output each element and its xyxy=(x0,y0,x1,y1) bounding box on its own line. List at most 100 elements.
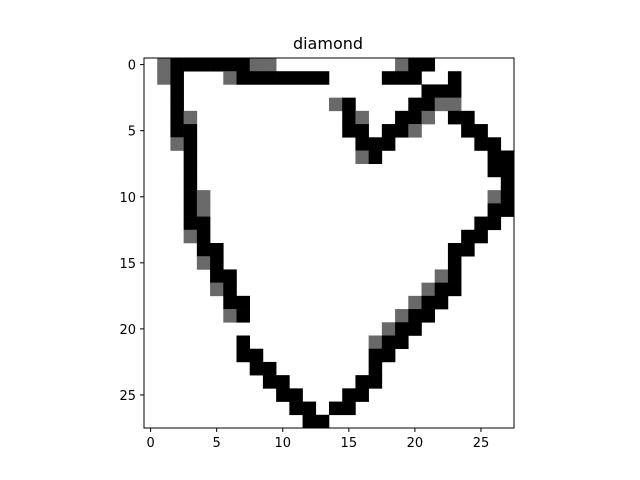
pixel-cell xyxy=(408,124,422,138)
pixel-cell xyxy=(474,229,488,244)
x-tick-label: 10 xyxy=(274,436,291,451)
y-tick-label: 10 xyxy=(119,191,136,206)
pixel-cell xyxy=(170,58,184,72)
pixel-cell xyxy=(368,335,383,350)
pixel-cell xyxy=(447,243,462,257)
pixel-cell xyxy=(447,84,462,98)
pixel-cell xyxy=(170,137,184,151)
axes-frame xyxy=(143,57,515,429)
pixel-cell xyxy=(170,110,184,125)
pixel-cell xyxy=(315,414,330,429)
pixel-cell xyxy=(183,203,198,217)
pixel-cell xyxy=(434,282,449,297)
pixel-cell xyxy=(170,97,184,112)
pixel-cell xyxy=(223,295,237,310)
pixel-cell xyxy=(408,58,422,72)
pixel-cell xyxy=(183,163,198,178)
y-tick-label: 20 xyxy=(119,323,136,338)
pixel-cell xyxy=(434,97,449,112)
pixel-cell xyxy=(474,124,488,138)
pixel-cell xyxy=(236,309,251,323)
pixel-cell xyxy=(262,58,277,72)
pixel-cell xyxy=(461,110,475,125)
pixel-cell xyxy=(223,58,237,72)
pixel-cell xyxy=(210,58,224,72)
y-tick-label: 25 xyxy=(119,389,136,404)
pixel-cell xyxy=(447,71,462,85)
pixel-cell xyxy=(421,295,436,310)
pixel-cell xyxy=(196,58,211,72)
pixel-cell xyxy=(196,203,211,217)
pixel-cell xyxy=(395,322,409,336)
pixel-cell xyxy=(447,282,462,297)
pixel-cell xyxy=(236,335,251,350)
pixel-cell xyxy=(223,282,237,297)
pixel-cell xyxy=(408,110,422,125)
pixel-cell xyxy=(236,71,251,85)
pixel-cell xyxy=(487,203,502,217)
pixel-cell xyxy=(196,256,211,270)
pixel-cell xyxy=(249,71,264,85)
pixel-cell xyxy=(170,84,184,98)
pixel-cell xyxy=(395,110,409,125)
pixel-cell xyxy=(289,401,303,416)
pixel-cell xyxy=(355,137,369,151)
pixel-cell xyxy=(329,401,343,416)
pixel-cell xyxy=(236,348,251,363)
pixel-cell xyxy=(183,124,198,138)
pixel-cell xyxy=(395,124,409,138)
pixel-cell xyxy=(500,150,515,165)
pixel-cell xyxy=(408,322,422,336)
pixel-cell xyxy=(183,216,198,231)
pixel-cell xyxy=(183,190,198,204)
pixel-cell xyxy=(474,137,488,151)
pixel-cell xyxy=(500,176,515,191)
pixel-cell xyxy=(408,71,422,85)
x-tick-label: 0 xyxy=(146,436,154,451)
pixel-cell xyxy=(421,110,436,125)
pixel-cell xyxy=(355,110,369,125)
pixel-cell xyxy=(249,348,264,363)
pixel-cell xyxy=(381,322,396,336)
pixel-cell xyxy=(342,388,356,402)
pixel-cell xyxy=(500,203,515,217)
pixel-cell xyxy=(395,58,409,72)
pixel-cell xyxy=(447,110,462,125)
pixel-cell xyxy=(487,150,502,165)
pixel-cell xyxy=(262,361,277,376)
pixel-cell xyxy=(368,348,383,363)
pixel-cell xyxy=(395,335,409,350)
pixel-cell xyxy=(236,295,251,310)
pixel-cell xyxy=(170,71,184,85)
pixel-cell xyxy=(461,229,475,244)
pixel-cell xyxy=(447,256,462,270)
pixel-cell xyxy=(302,71,317,85)
pixel-cell xyxy=(408,309,422,323)
pixel-cell xyxy=(157,58,171,72)
pixel-cell xyxy=(276,71,290,85)
pixel-cell xyxy=(421,97,436,112)
pixel-cell xyxy=(262,375,277,389)
pixel-cell xyxy=(262,71,277,85)
pixel-cell xyxy=(289,388,303,402)
pixel-cell xyxy=(395,309,409,323)
y-tick-label: 0 xyxy=(128,59,136,74)
pixel-cell xyxy=(196,229,211,244)
pixel-cell xyxy=(315,71,330,85)
pixel-cell xyxy=(500,190,515,204)
pixel-cell xyxy=(342,110,356,125)
pixel-cell xyxy=(355,150,369,165)
pixel-cell xyxy=(170,124,184,138)
x-tick-label: 15 xyxy=(341,436,358,451)
pixel-cell xyxy=(434,295,449,310)
pixel-cell xyxy=(381,335,396,350)
pixel-cell xyxy=(210,269,224,283)
pixel-cell xyxy=(368,361,383,376)
pixel-cell xyxy=(342,124,356,138)
pixel-cell xyxy=(249,58,264,72)
y-axis-ticks: 0 5 10 15 20 25 xyxy=(119,59,144,404)
pixel-cell xyxy=(183,110,198,125)
pixel-cell xyxy=(196,243,211,257)
pixel-cell xyxy=(157,71,171,85)
axes: 0 5 10 15 20 25 0 5 10 15 20 25 xyxy=(119,57,515,451)
